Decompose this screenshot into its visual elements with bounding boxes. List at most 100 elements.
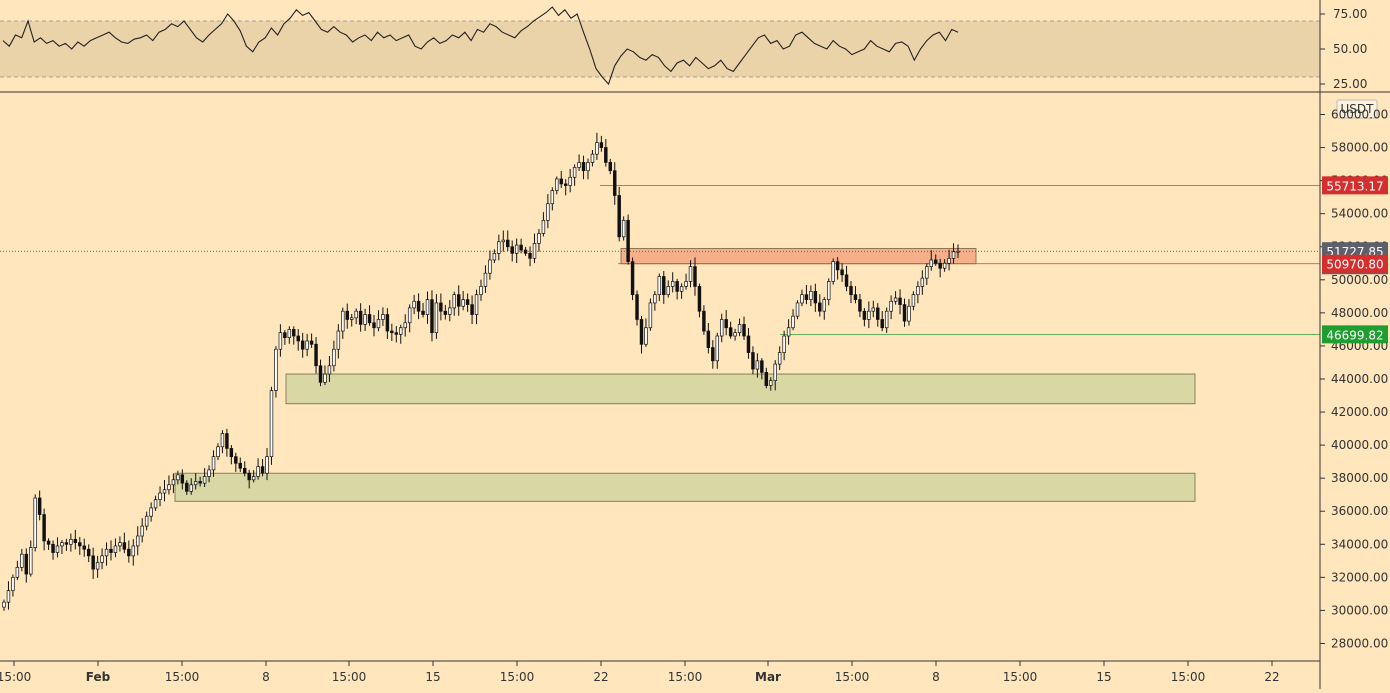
- rsi-tick-label: 50.00: [1333, 42, 1367, 56]
- candle-up: [305, 340, 309, 350]
- candle-down: [439, 302, 443, 312]
- candle-down: [122, 542, 127, 550]
- candle-down: [390, 330, 394, 334]
- candle-down: [528, 252, 532, 259]
- candle-down: [385, 314, 390, 332]
- candle-down: [198, 481, 202, 484]
- candle-up: [884, 310, 889, 329]
- candle-up: [514, 244, 519, 254]
- time-tick-label: 15:00: [0, 670, 31, 684]
- candle-up: [461, 299, 465, 307]
- candle-up: [572, 167, 577, 178]
- candle-up: [251, 476, 256, 481]
- candle-up: [920, 277, 925, 287]
- candle-up: [786, 327, 791, 337]
- candle-down: [635, 294, 639, 320]
- rsi-tick-label: 25.00: [1333, 77, 1367, 91]
- candle-up: [434, 302, 439, 334]
- candle-up: [492, 252, 497, 261]
- candle-down: [608, 162, 613, 172]
- zone-support: [174, 472, 1196, 502]
- candle-up: [666, 286, 670, 296]
- candle-down: [64, 542, 69, 545]
- candle-up: [590, 153, 595, 163]
- candle-up: [483, 272, 488, 287]
- candle-down: [519, 244, 523, 251]
- price-tag: [1322, 254, 1388, 273]
- price-tick-label: 60000.00: [1331, 107, 1388, 121]
- time-tick-label: 8: [932, 670, 940, 684]
- candle-down: [523, 249, 528, 254]
- candle-down: [563, 183, 568, 186]
- candle-down: [840, 269, 844, 276]
- candle-up: [720, 319, 724, 337]
- candle-down: [127, 548, 131, 557]
- candle-down: [813, 291, 818, 304]
- candle-down: [630, 261, 635, 296]
- candle-up: [586, 162, 590, 172]
- time-tick-label: 22: [1264, 670, 1279, 684]
- time-tick-label: Feb: [86, 670, 111, 684]
- candle-up: [354, 310, 358, 319]
- candle-up: [131, 545, 136, 557]
- candle-down: [706, 330, 711, 348]
- candle-up: [381, 314, 385, 320]
- price-tag: [1322, 176, 1388, 195]
- candle-up: [809, 291, 813, 300]
- candle-down: [443, 310, 448, 315]
- candle-up: [679, 286, 684, 292]
- candle-up: [684, 281, 688, 287]
- candle-up: [911, 294, 916, 307]
- candle-up: [20, 553, 24, 568]
- time-tick-label: 8: [262, 670, 270, 684]
- candle-up: [777, 352, 782, 365]
- candle-up: [501, 239, 506, 243]
- indicator-pane: [0, 6, 1390, 93]
- candle-down: [91, 555, 95, 570]
- candle-down: [639, 319, 644, 345]
- candle-down: [314, 343, 318, 367]
- price-tick-label: 54000.00: [1331, 207, 1388, 221]
- candle-down: [225, 433, 229, 449]
- candle-up: [568, 176, 572, 186]
- price-tick-label: 32000.00: [1331, 570, 1388, 584]
- candle-up: [2, 601, 6, 608]
- candle-down: [617, 195, 621, 238]
- time-tick-label: 15:00: [668, 670, 703, 684]
- time-tick-label: 15: [425, 670, 440, 684]
- candle-up: [144, 515, 149, 527]
- candle-down: [844, 274, 849, 287]
- candle-down: [82, 545, 86, 550]
- candle-up: [474, 294, 479, 315]
- candle-up: [541, 219, 546, 234]
- candle-down: [416, 300, 421, 312]
- candle-down: [662, 276, 666, 296]
- time-tick-label: 22: [593, 670, 608, 684]
- candle-down: [180, 474, 185, 484]
- candle-down: [902, 304, 907, 322]
- price-pane: [0, 132, 1320, 611]
- candle-down: [465, 299, 470, 305]
- candle-up: [800, 294, 804, 304]
- candle-down: [804, 294, 809, 300]
- candle-up: [363, 314, 367, 325]
- candle-down: [898, 297, 902, 305]
- candle-up: [11, 576, 15, 591]
- candle-down: [506, 239, 510, 248]
- candle-down: [751, 352, 755, 370]
- candle-up: [202, 476, 207, 484]
- candle-up: [6, 590, 11, 603]
- candle-down: [675, 281, 679, 292]
- candle-down: [78, 542, 82, 547]
- candle-up: [893, 297, 898, 302]
- price-tag: [1322, 325, 1388, 344]
- candle-up: [555, 178, 559, 191]
- candle-down: [853, 294, 858, 300]
- candle-down: [46, 540, 51, 545]
- candle-up: [100, 555, 104, 563]
- candle-up: [737, 324, 742, 334]
- candle-up: [55, 545, 60, 553]
